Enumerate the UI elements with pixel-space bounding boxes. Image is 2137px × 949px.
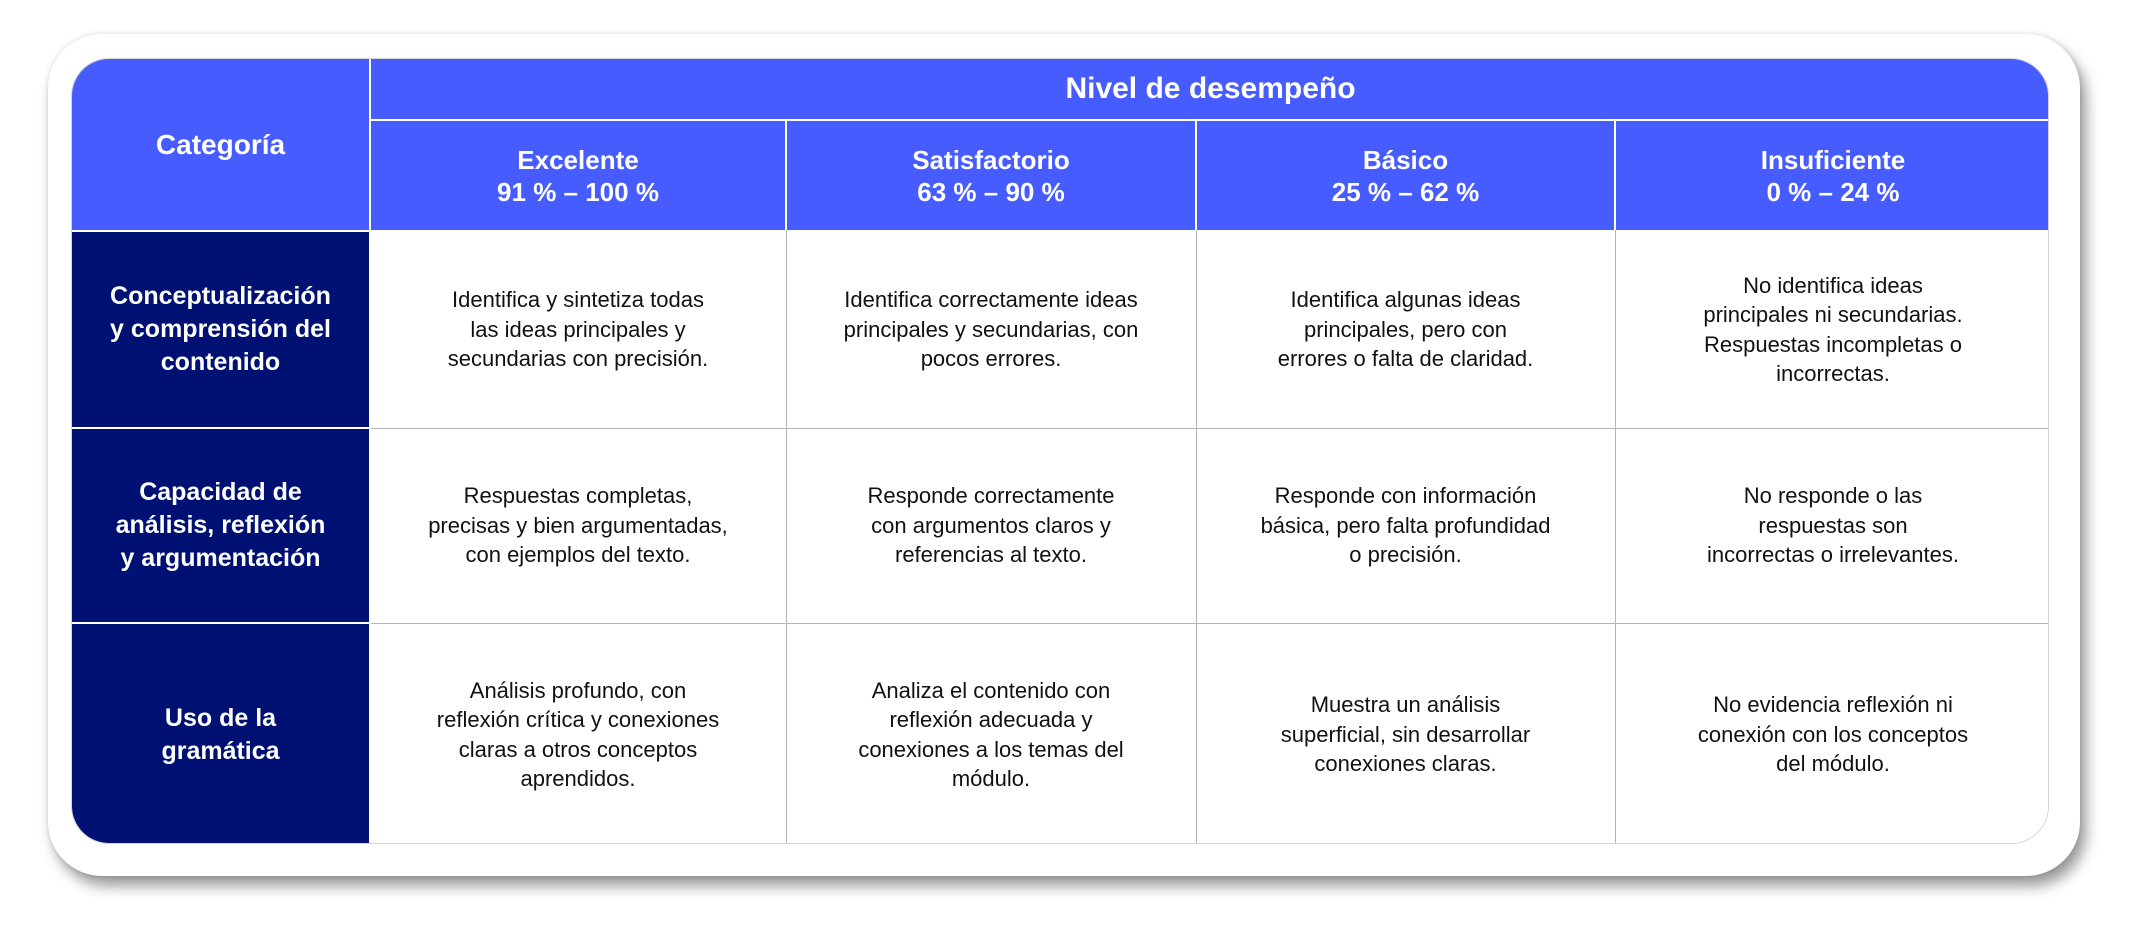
- level-range: 25 % – 62 %: [1331, 176, 1480, 207]
- cell-text: Identifica algunas ideas principales, pe…: [1277, 287, 1534, 372]
- cell-text: Analiza el contenido con reflexión adecu…: [858, 677, 1124, 792]
- divider: [72, 230, 371, 232]
- table-cell: Responde correctamente con argumentos cl…: [787, 429, 1195, 622]
- table-cell: No identifica ideas principales ni secun…: [1616, 232, 2048, 427]
- cell-text: Identifica correctamente ideas principal…: [843, 287, 1139, 372]
- divider: [72, 622, 371, 624]
- table-cell: Responde con información básica, pero fa…: [1197, 429, 1614, 622]
- level-range: 0 % – 24 %: [1766, 176, 1900, 207]
- divider: [72, 427, 371, 429]
- level-header-insuficiente: Insuficiente 0 % – 24 %: [1616, 121, 2048, 230]
- performance-level-header-label: Nivel de desempeño: [1065, 72, 1356, 105]
- level-name: Básico: [1362, 144, 1449, 175]
- table-cell: No responde o las respuestas son incorre…: [1616, 429, 2048, 622]
- row-category-analisis: Capacidad de análisis, reflexión y argum…: [72, 429, 369, 622]
- divider: [1195, 121, 1197, 230]
- cell-text: Muestra un análisis superficial, sin des…: [1280, 692, 1531, 777]
- divider: [371, 428, 2048, 429]
- category-header-label: Categoría: [155, 128, 286, 160]
- divider: [1614, 121, 1616, 230]
- level-range: 63 % – 90 %: [917, 176, 1065, 207]
- cell-text: Análisis profundo, con reflexión crítica…: [436, 677, 720, 792]
- table-cell: Muestra un análisis superficial, sin des…: [1197, 624, 1614, 843]
- level-header-satisfactorio: Satisfactorio 63 % – 90 %: [787, 121, 1195, 230]
- table-cell: Respuestas completas, precisas y bien ar…: [371, 429, 785, 622]
- row-category-label: Conceptualización y comprensión del cont…: [110, 282, 331, 376]
- table-cell: Identifica y sintetiza todas las ideas p…: [371, 232, 785, 427]
- row-category-label: Uso de la gramática: [161, 703, 280, 765]
- cell-text: Responde con información básica, pero fa…: [1260, 483, 1551, 568]
- category-header: Categoría: [72, 59, 369, 230]
- divider: [1196, 230, 1197, 843]
- cell-text: Respuestas completas, precisas y bien ar…: [428, 483, 728, 568]
- performance-level-header: Nivel de desempeño: [371, 59, 2048, 119]
- table-cell: No evidencia reflexión ni conexión con l…: [1616, 624, 2048, 843]
- level-name: Satisfactorio: [912, 144, 1070, 175]
- row-category-gramatica: Uso de la gramática: [72, 624, 369, 843]
- level-name: Insuficiente: [1760, 144, 1906, 175]
- cell-text: No identifica ideas principales ni secun…: [1703, 272, 1963, 387]
- level-name: Excelente: [517, 144, 639, 175]
- divider: [369, 59, 371, 843]
- divider: [786, 230, 787, 843]
- divider: [371, 119, 2048, 121]
- level-header-excelente: Excelente 91 % – 100 %: [371, 121, 785, 230]
- row-category-label: Capacidad de análisis, reflexión y argum…: [115, 478, 326, 572]
- row-category-conceptualizacion: Conceptualización y comprensión del cont…: [72, 232, 369, 427]
- level-header-basico: Básico 25 % – 62 %: [1197, 121, 1614, 230]
- divider: [785, 121, 787, 230]
- divider: [371, 623, 2048, 624]
- cell-text: No evidencia reflexión ni conexión con l…: [1697, 692, 1969, 777]
- cell-text: Responde correctamente con argumentos cl…: [867, 483, 1115, 568]
- cell-text: No responde o las respuestas son incorre…: [1707, 483, 1959, 568]
- table-cell: Análisis profundo, con reflexión crítica…: [371, 624, 785, 843]
- table-cell: Identifica correctamente ideas principal…: [787, 232, 1195, 427]
- divider: [1615, 230, 1616, 843]
- level-range: 91 % – 100 %: [497, 176, 659, 207]
- cell-text: Identifica y sintetiza todas las ideas p…: [447, 287, 709, 372]
- table-cell: Identifica algunas ideas principales, pe…: [1197, 232, 1614, 427]
- table-cell: Analiza el contenido con reflexión adecu…: [787, 624, 1195, 843]
- rubric-table: Categoría Nivel de desempeño Excelente 9…: [71, 58, 2049, 844]
